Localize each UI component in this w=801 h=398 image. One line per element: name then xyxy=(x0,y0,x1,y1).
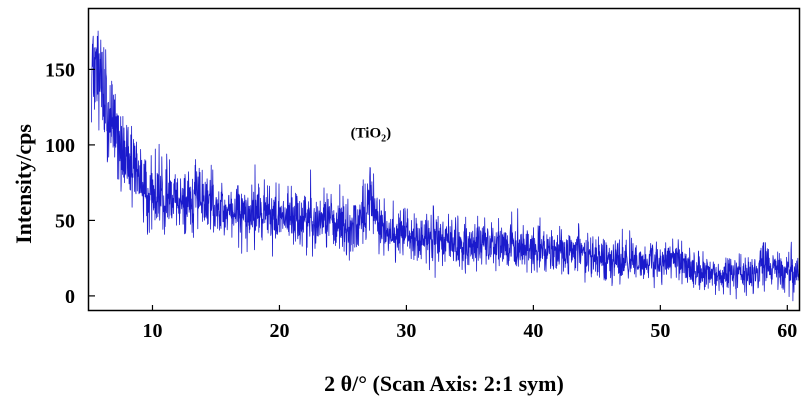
x-tick-label-4: 50 xyxy=(650,320,670,342)
y-axis: 0 50 100 150 xyxy=(45,59,95,308)
x-tick-label-5: 60 xyxy=(777,320,797,342)
y-tick-label-1: 50 xyxy=(55,210,75,232)
y-tick-label-2: 100 xyxy=(45,135,75,157)
plot-frame xyxy=(87,7,801,312)
annotation-close: ) xyxy=(386,125,391,141)
annotation-text: (TiO xyxy=(351,125,382,141)
y-axis-title: Intensity/cps xyxy=(11,124,36,244)
series-line-0 xyxy=(91,30,800,302)
annotation-tio2: (TiO2) xyxy=(351,125,392,144)
x-axis-title: 2 θ/° (Scan Axis: 2:1 sym) xyxy=(324,371,564,396)
series-layer xyxy=(91,30,800,302)
annotation-subscript: 2 xyxy=(381,133,386,144)
x-tick-label-2: 30 xyxy=(396,320,416,342)
y-tick-label-0: 0 xyxy=(65,286,75,308)
x-tick-label-3: 40 xyxy=(523,320,543,342)
y-tick-label-3: 150 xyxy=(45,59,75,81)
x-tick-label-0: 10 xyxy=(142,320,162,342)
x-axis: 10 20 30 40 50 60 xyxy=(142,305,797,342)
x-tick-label-1: 20 xyxy=(269,320,289,342)
annotations: (TiO2) xyxy=(351,125,392,144)
